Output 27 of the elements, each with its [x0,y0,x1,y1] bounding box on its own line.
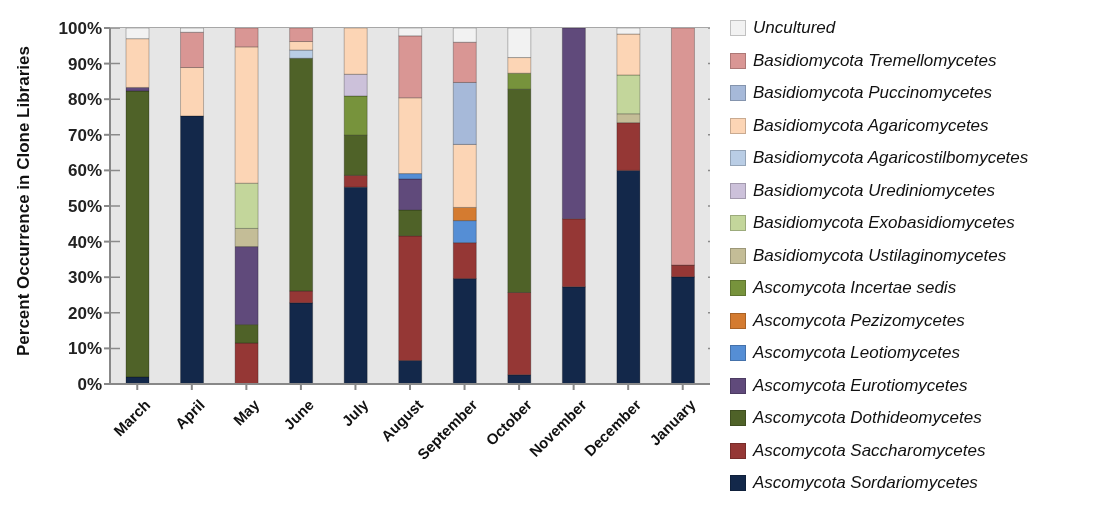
y-tick-label: 50% [67,197,102,217]
y-tick-label: 30% [67,268,102,288]
legend-label: Ascomycota Pezizomycetes [753,310,965,331]
y-tick-label: 0% [77,375,102,395]
y-tick-label: 10% [67,339,102,359]
legend-label: Ascomycota Saccharomycetes [753,440,986,461]
legend-label: Ascomycota Sordariomycetes [753,473,978,494]
legend-label: Ascomycota Incertae sedis [753,278,957,299]
legend-label: Basidiomycota Tremellomycetes [753,50,997,71]
legend-label: Ascomycota Leotiomycetes [753,343,960,364]
legend-label: Basidiomycota Puccinomycetes [753,83,993,104]
legend-label: Uncultured [753,18,836,39]
y-tick-label: 100% [58,19,102,39]
legend-label: Basidiomycota Urediniomycetes [753,180,995,201]
legend-label: Ascomycota Eurotiomycetes [753,375,968,396]
legend-label: Ascomycota Dothideomycetes [753,408,982,429]
y-axis-title: Percent Occurrence in Clone Libraries [14,46,34,356]
legend-label: Basidiomycota Ustilaginomycetes [753,245,1007,266]
y-tick-label: 80% [67,90,102,110]
y-tick-label: 40% [67,232,102,252]
y-tick-label: 20% [67,303,102,323]
y-tick-label: 90% [67,54,102,74]
y-tick-label: 60% [67,161,102,181]
legend-label: Basidiomycota Exobasidiomycetes [753,213,1015,234]
legend-label: Basidiomycota Agaricostilbomycetes [753,148,1029,169]
y-tick-label: 70% [67,125,102,145]
legend-label: Basidiomycota Agaricomycetes [753,115,989,136]
